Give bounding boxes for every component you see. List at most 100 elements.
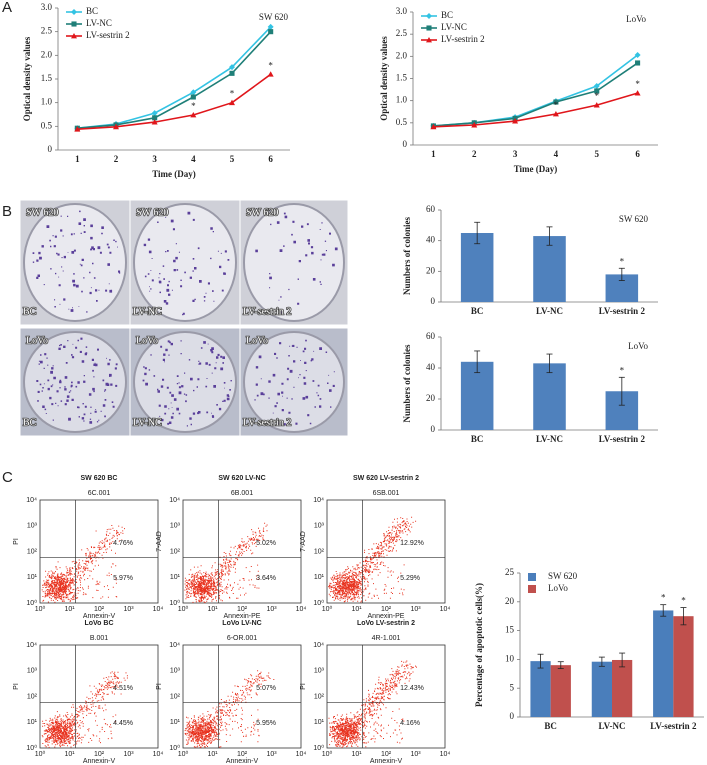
x-tick-label: 6 <box>635 149 640 159</box>
flow-file: 4R-1.001 <box>372 635 401 642</box>
y-tick-label: 0 <box>403 139 408 149</box>
marker <box>151 119 158 125</box>
flow-y-tick: 10³ <box>170 668 181 675</box>
flow-x-tick: 10³ <box>123 606 134 613</box>
line <box>77 73 272 130</box>
marker <box>267 71 274 77</box>
flow-x-tick: 10² <box>237 751 248 758</box>
flow-file: 6B.001 <box>231 490 253 497</box>
x-axis-label: Time (Day) <box>152 169 196 179</box>
legend-marker <box>426 13 432 19</box>
y-tick-label: 0 <box>48 144 53 154</box>
legend-label: LoVo <box>548 583 568 593</box>
bar <box>673 616 694 717</box>
well <box>23 203 127 322</box>
quadrant-percent: 4.51% <box>113 685 133 692</box>
y-tick-label: 1.5 <box>396 73 408 83</box>
flow-x-tick: 10³ <box>410 751 421 758</box>
bar <box>550 665 571 717</box>
marker <box>267 23 274 30</box>
y-tick-label: 3.0 <box>396 6 408 16</box>
plate-cell-line: SW 620 <box>26 207 58 218</box>
marker <box>552 110 559 117</box>
charts: 0 0.5 1.0 1.5 2.0 2.5 3.0 1 2 3 4 5 6 Optical density… <box>22 2 704 731</box>
significance: * <box>268 60 273 70</box>
flow-title: SW 620 LV-sestrin 2 <box>353 475 419 482</box>
annotation: SW 620 <box>259 12 289 22</box>
flow-frame <box>326 644 446 749</box>
bar <box>533 363 566 430</box>
flow-y-tick: 10³ <box>314 523 325 530</box>
annotation: LoVo <box>626 14 646 24</box>
flow-y-label: 7-AAD <box>300 531 307 552</box>
x-tick-label: 5 <box>595 149 600 159</box>
flow-y-tick: 10² <box>314 548 325 555</box>
x-tick-label: 4 <box>554 149 559 159</box>
y-axis-label: Optical density values <box>379 36 389 121</box>
well <box>243 203 345 322</box>
flow-frame <box>326 499 446 604</box>
significance: * <box>681 596 686 606</box>
x-tick-label: 2 <box>114 154 119 164</box>
quadrant-percent: 4.16% <box>400 720 420 727</box>
line <box>433 92 638 128</box>
flow-x-tick: 10³ <box>123 751 134 758</box>
well <box>133 203 237 322</box>
flow-title: SW 620 BC <box>81 475 118 482</box>
y-tick-label: 2.5 <box>396 28 408 38</box>
legend-marker <box>426 25 432 31</box>
x-tick-label: 1 <box>431 149 436 159</box>
y-tick-label: 2.0 <box>41 49 53 59</box>
y-axis-label: Numbers of colonies <box>402 344 412 422</box>
flow-y-label: PI <box>300 683 307 690</box>
plate-group: LV-sestrin 2 <box>243 417 291 428</box>
legend-swatch <box>528 585 536 593</box>
flow-events <box>41 671 128 748</box>
y-tick-label: 0.5 <box>41 120 53 130</box>
y-tick-label: 15 <box>505 625 515 635</box>
y-tick-label: 40 <box>426 362 436 372</box>
y-axis-label: Percentage of apoptotic cells(%) <box>474 583 484 707</box>
marker <box>635 60 641 66</box>
significance: * <box>554 100 559 110</box>
plate-cell-line: LoVo <box>26 335 48 346</box>
flow-y-tick: 10⁴ <box>26 642 37 649</box>
bar <box>530 661 551 717</box>
y-tick-label: 1.0 <box>41 97 53 107</box>
flow-y-tick: 10² <box>27 693 38 700</box>
flow-x-tick: 10¹ <box>207 606 218 613</box>
x-tick-label: 1 <box>75 154 80 164</box>
significance: * <box>595 91 600 101</box>
flow-y-tick: 10¹ <box>314 574 325 581</box>
quadrant-percent: 5.02% <box>256 540 276 547</box>
legend-label: BC <box>86 6 98 16</box>
panel-label: A <box>2 0 12 16</box>
line <box>433 54 639 127</box>
annotation: SW 620 <box>619 214 649 224</box>
y-tick-label: 0 <box>431 296 436 306</box>
x-tick-label: LV-sestrin 2 <box>599 434 646 444</box>
flow-x-tick: 10⁴ <box>153 751 164 758</box>
flow-events <box>184 670 275 748</box>
well <box>133 331 237 433</box>
marker <box>512 118 519 124</box>
marker <box>471 122 478 128</box>
y-tick-label: 5 <box>510 682 515 692</box>
quadrant-percent: 5.29% <box>400 575 420 582</box>
quadrant-percent: 5.97% <box>113 575 133 582</box>
flow-y-label: 7-AAD <box>156 531 163 552</box>
colony-photos: SW 620 BC SW 620 LV-NC SW 620 LV-sestrin 2 LoV… <box>19 199 349 437</box>
marker <box>593 102 600 108</box>
plate-cell-line: LoVo <box>246 335 268 346</box>
plate-group: LV-NC <box>133 417 162 428</box>
flow-frame <box>39 499 159 604</box>
flow-y-tick: 10² <box>27 548 38 555</box>
plate-group: BC <box>23 306 37 317</box>
colonies <box>254 339 335 426</box>
x-tick-label: LV-NC <box>536 434 563 444</box>
bar <box>612 659 633 717</box>
flow-events <box>41 525 126 603</box>
legend-label: LV-sestrin 2 <box>441 34 485 44</box>
flow-x-tick: 10⁰ <box>322 750 333 758</box>
y-tick-label: 1.0 <box>396 95 408 105</box>
